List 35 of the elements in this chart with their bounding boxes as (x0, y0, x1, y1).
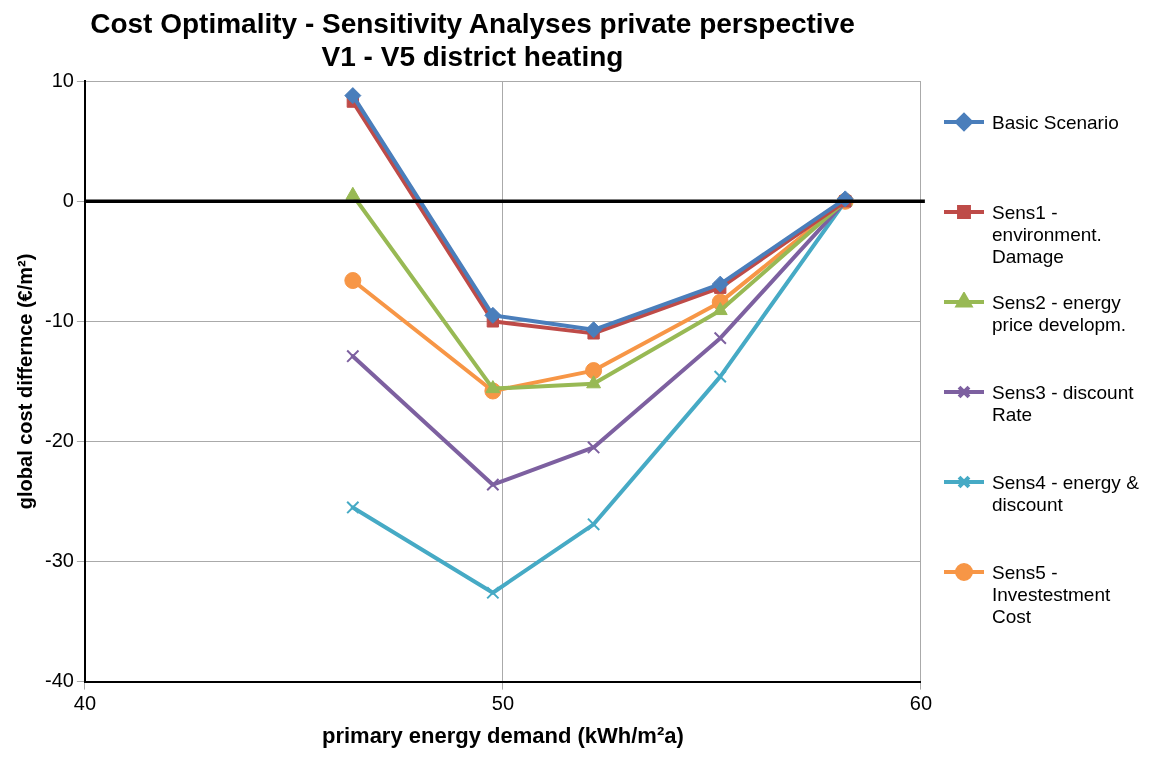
point (585, 362, 603, 380)
point (346, 349, 360, 363)
point (713, 331, 727, 345)
point (711, 275, 729, 293)
y-tick-label: 0 (62, 188, 74, 211)
legend-label: Sens3 - discount Rate (992, 382, 1135, 426)
x-tick-label: 60 (909, 692, 932, 715)
chart-title: Cost Optimality - Sensitivity Analyses private perspective V1 - V5 district heating (90, 7, 855, 73)
point (586, 517, 601, 531)
point (344, 272, 362, 290)
point (586, 440, 601, 455)
point (486, 586, 500, 600)
y-tick-label: -10 (45, 308, 74, 331)
x-tick-label: 40 (73, 692, 97, 715)
y-tick-label: -30 (45, 549, 74, 572)
x-tick-label: 50 (491, 692, 515, 715)
point (346, 500, 360, 515)
point (484, 306, 502, 324)
point (586, 375, 602, 389)
point (585, 321, 603, 339)
legend-label: Sens1 - environment. Damage (992, 202, 1103, 268)
y-tick-label: -20 (45, 428, 74, 451)
point (713, 369, 727, 384)
point (344, 87, 362, 105)
y-axis-title: global cost differnce (€/m²) (13, 253, 36, 510)
legend-label: Basic Scenario (992, 112, 1119, 134)
y-tick-label: -40 (45, 669, 74, 692)
x-axis-title: primary energy demand (kWh/m²a) (321, 722, 684, 748)
point (485, 380, 501, 394)
legend-label: Sens2 - energy price developm. (992, 292, 1128, 336)
legend-label: Sens5 - Investestment Cost (992, 562, 1112, 628)
point (712, 302, 728, 316)
y-tick-label: 10 (51, 68, 74, 91)
legend-label: Sens4 - energy & discount (992, 472, 1140, 516)
point (486, 478, 500, 492)
